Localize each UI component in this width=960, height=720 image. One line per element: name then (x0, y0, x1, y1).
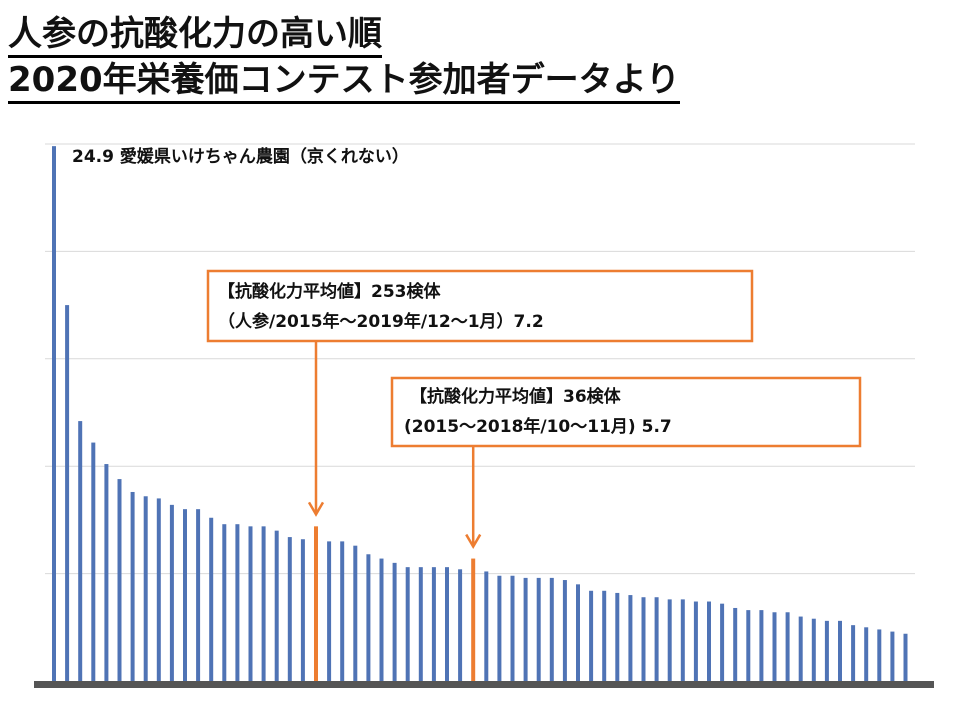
data-bar (78, 421, 83, 681)
data-bar (576, 584, 580, 681)
data-bar (222, 524, 227, 681)
data-bar (156, 498, 161, 681)
average-bar (471, 558, 476, 681)
data-bar (903, 633, 908, 681)
data-bar (641, 597, 646, 681)
data-bar (510, 575, 515, 681)
grid-lines (45, 143, 915, 575)
data-bar (615, 592, 620, 681)
data-bar (235, 524, 240, 681)
max-value-label: 24.9 愛媛県いけちゃん農園（京くれない） (72, 146, 409, 167)
data-bar (392, 562, 397, 681)
data-bar (798, 616, 803, 681)
average-callout-253-line-2: （人参/2015年～2019年/12～1月）7.2 (218, 311, 544, 332)
data-bar (445, 567, 449, 681)
average-arrow-head-253 (307, 501, 325, 517)
data-bar (877, 629, 882, 681)
data-bar (196, 509, 201, 681)
data-bar (91, 442, 96, 681)
data-bar (183, 509, 187, 681)
data-bar (785, 612, 790, 681)
page-title-line-1: 人参の抗酸化力の高い順 (8, 14, 382, 58)
data-bar (628, 595, 633, 681)
data-bar (707, 601, 711, 681)
x-axis-baseline (34, 681, 934, 688)
average-callout-36-line-1: 【抗酸化力平均値】36検体 (410, 386, 622, 407)
data-bar (680, 599, 685, 681)
data-bar (130, 491, 135, 681)
data-bar (327, 541, 332, 681)
data-bar (497, 575, 502, 681)
data-bar (248, 526, 253, 681)
data-bar (353, 545, 358, 681)
data-bar (104, 464, 109, 681)
data-bar (366, 554, 371, 681)
average-arrow-head-36 (465, 533, 482, 550)
data-bar (274, 530, 279, 681)
data-bar (562, 580, 567, 681)
data-bar (549, 577, 554, 681)
average-callout-253: 【抗酸化力平均値】253検体 （人参/2015年～2019年/12～1月）7.2 (206, 269, 754, 517)
data-bar (379, 558, 384, 681)
data-bar (261, 526, 266, 681)
data-bar (52, 146, 56, 681)
data-bar (838, 620, 842, 681)
data-bar (418, 567, 423, 681)
data-bar (654, 597, 659, 681)
data-bar (746, 610, 751, 681)
data-bar (431, 567, 436, 681)
data-bar (890, 631, 895, 681)
data-bar (65, 305, 70, 681)
data-bar (772, 612, 777, 681)
data-bar (536, 577, 541, 681)
data-bar (209, 517, 214, 681)
bar-series (52, 146, 908, 681)
data-bar (484, 571, 489, 681)
data-bar (864, 627, 869, 681)
data-bar (300, 539, 305, 681)
data-bar (523, 577, 528, 681)
average-bar (314, 526, 318, 681)
data-bar (811, 618, 816, 681)
data-bar (143, 496, 148, 681)
data-bar (667, 599, 672, 681)
data-bar (340, 541, 345, 681)
data-bar (759, 610, 764, 681)
data-bar (693, 601, 698, 681)
average-callout-253-line-1: 【抗酸化力平均値】253検体 (218, 281, 441, 302)
data-bar (117, 479, 122, 681)
data-bar (458, 569, 463, 681)
data-bar (169, 504, 174, 681)
data-bar (720, 603, 725, 681)
average-callout-36: 【抗酸化力平均値】36検体 (2015～2018年/10～11月) 5.7 (390, 376, 862, 550)
data-bar (589, 590, 594, 681)
data-bar (733, 607, 738, 681)
average-callout-box-36 (390, 376, 862, 448)
average-callout-box-253 (206, 269, 754, 343)
page-title-line-2: 2020年栄養価コンテスト参加者データより (8, 60, 680, 104)
data-bar (287, 537, 292, 681)
data-bar (824, 620, 829, 681)
data-bar (851, 625, 856, 681)
average-callout-36-line-2: (2015～2018年/10～11月) 5.7 (404, 416, 672, 437)
data-bar (602, 590, 607, 681)
data-bar (405, 567, 410, 681)
